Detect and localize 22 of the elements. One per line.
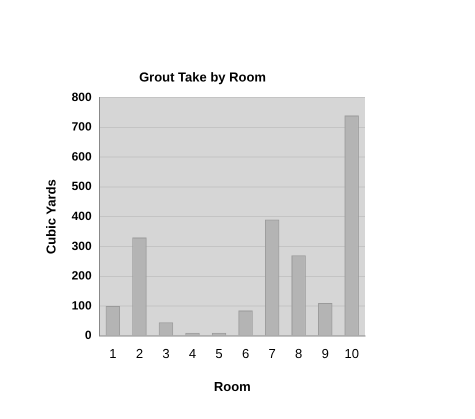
y-tick-label: 300 bbox=[72, 238, 92, 253]
y-tick-label: 0 bbox=[84, 328, 92, 342]
x-tick-label: 7 bbox=[268, 346, 276, 362]
y-tick-label: 500 bbox=[72, 179, 92, 194]
x-tick-label: 2 bbox=[136, 346, 144, 362]
y-tick-label: 600 bbox=[72, 149, 92, 164]
x-tick-label: 5 bbox=[215, 346, 223, 362]
x-tick-label: 3 bbox=[162, 346, 170, 362]
x-tick-label: 4 bbox=[188, 346, 196, 362]
x-tick-label: 9 bbox=[322, 346, 329, 362]
x-tick-label: 8 bbox=[295, 346, 302, 362]
y-tick-label: 400 bbox=[72, 209, 92, 224]
y-tick-label: 700 bbox=[72, 120, 92, 134]
y-tick-label: 800 bbox=[72, 90, 92, 104]
y-tick-label: 100 bbox=[72, 298, 92, 312]
y-axis-title: Cubic Yards bbox=[43, 179, 58, 254]
x-axis-title: Room bbox=[214, 378, 251, 394]
x-tick-label: 1 bbox=[109, 346, 117, 362]
x-tick-label: 6 bbox=[242, 346, 250, 362]
chart-title: Grout Take by Room bbox=[139, 69, 266, 84]
y-tick-label: 200 bbox=[72, 268, 92, 283]
x-tick-label: 10 bbox=[344, 346, 359, 362]
